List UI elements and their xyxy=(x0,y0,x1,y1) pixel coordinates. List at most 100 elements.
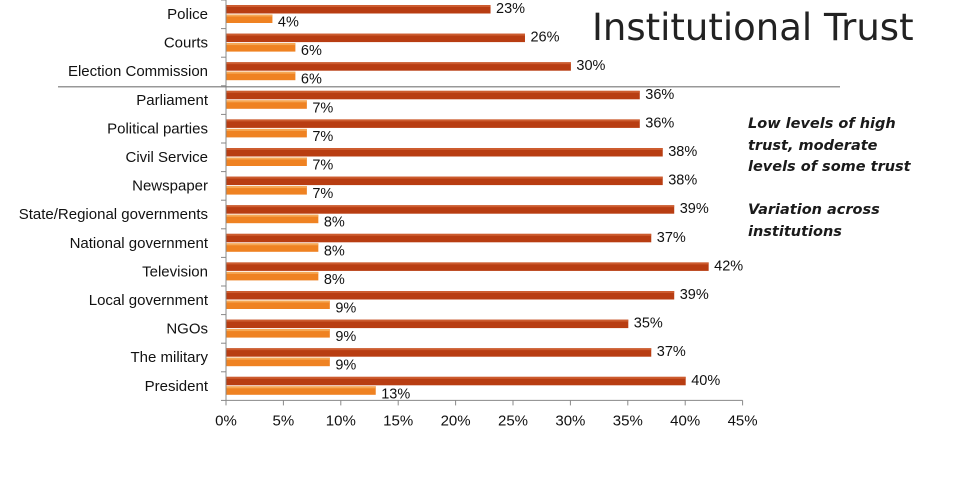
bar-highlight xyxy=(226,319,629,322)
bar-high-trust xyxy=(226,357,330,367)
category-label: State/Regional governments xyxy=(19,206,208,223)
x-tick-label: 40% xyxy=(670,412,700,429)
data-label: 38% xyxy=(668,144,697,160)
bar-highlight xyxy=(226,291,675,293)
bar-highlight xyxy=(226,243,319,246)
data-label: 9% xyxy=(335,358,356,374)
bar-highlight xyxy=(226,376,686,379)
data-label: 4% xyxy=(278,15,299,31)
bar-some-trust xyxy=(226,90,640,100)
data-label: 39% xyxy=(680,201,709,217)
bar-highlight xyxy=(226,119,640,122)
x-tick-label: 10% xyxy=(326,412,356,429)
bar-high-trust xyxy=(226,14,273,23)
data-label: 38% xyxy=(668,173,697,189)
bar-highlight xyxy=(226,5,491,7)
data-label: 40% xyxy=(691,373,720,389)
bar-highlight xyxy=(226,90,640,93)
bar-highlight xyxy=(226,148,663,150)
annotation-line: levels of some trust xyxy=(748,159,911,175)
data-label: 9% xyxy=(335,329,356,345)
annotation-line: institutions xyxy=(748,223,842,240)
bar-high-trust xyxy=(226,386,376,395)
data-label: 23% xyxy=(496,1,525,17)
bar-high-trust xyxy=(226,100,307,109)
bar-highlight xyxy=(226,33,525,36)
data-label: 39% xyxy=(680,287,709,303)
data-label: 6% xyxy=(301,43,322,59)
x-tick-label: 15% xyxy=(383,412,413,429)
category-label: National government xyxy=(70,235,209,252)
data-label: 7% xyxy=(312,158,333,174)
annotation-line: Variation across xyxy=(748,202,880,218)
bar-high-trust xyxy=(226,271,319,281)
data-label: 13% xyxy=(381,386,410,402)
bar-highlight xyxy=(226,205,675,208)
bar-high-trust xyxy=(226,43,296,52)
bar-some-trust xyxy=(226,62,571,71)
bar-highlight xyxy=(226,329,330,332)
category-label: NGOs xyxy=(166,321,208,338)
category-label: President xyxy=(145,378,209,395)
x-tick-label: 30% xyxy=(555,412,585,429)
data-label: 7% xyxy=(312,129,333,145)
x-tick-label: 5% xyxy=(273,412,295,429)
bar-some-trust xyxy=(226,319,629,329)
data-label: 7% xyxy=(312,186,333,202)
bar-some-trust xyxy=(226,33,525,43)
data-label: 7% xyxy=(312,100,333,116)
bar-some-trust xyxy=(226,348,652,357)
bar-highlight xyxy=(226,262,709,265)
category-label: Local government xyxy=(89,292,209,309)
bar-highlight xyxy=(226,348,652,351)
x-tick-label: 20% xyxy=(441,412,471,429)
category-label: The military xyxy=(130,349,208,366)
bar-high-trust xyxy=(226,329,330,338)
bar-highlight xyxy=(226,128,307,131)
bar-highlight xyxy=(226,100,307,103)
bar-highlight xyxy=(226,14,273,17)
annotation-line: trust, moderate xyxy=(748,137,878,154)
category-label: Civil Service xyxy=(125,149,208,166)
bar-some-trust xyxy=(226,376,686,386)
annotation-trust-levels: Low levels of high trust, moderate level… xyxy=(748,114,948,179)
data-label: 9% xyxy=(335,301,356,317)
bar-highlight xyxy=(226,71,296,74)
bar-some-trust xyxy=(226,148,663,157)
bar-high-trust xyxy=(226,71,296,81)
bar-some-trust xyxy=(226,262,709,271)
bar-highlight xyxy=(226,214,319,217)
bar-highlight xyxy=(226,186,307,189)
data-label: 35% xyxy=(634,316,663,332)
annotation-line: Low levels of high xyxy=(748,116,896,132)
bar-high-trust xyxy=(226,128,307,138)
category-label: Election Commission xyxy=(68,63,208,80)
annotation-variation: Variation across institutions xyxy=(748,200,948,243)
bar-some-trust xyxy=(226,205,675,214)
bar-highlight xyxy=(226,62,571,65)
data-label: 26% xyxy=(530,30,559,46)
category-label: Political parties xyxy=(107,120,208,137)
category-label: Police xyxy=(167,6,208,23)
x-tick-label: 25% xyxy=(498,412,528,429)
data-label: 36% xyxy=(645,87,674,103)
category-label: Courts xyxy=(164,35,208,52)
bar-highlight xyxy=(226,43,296,46)
data-label: 30% xyxy=(576,58,605,74)
data-label: 8% xyxy=(324,243,345,259)
bar-some-trust xyxy=(226,119,640,128)
bar-some-trust xyxy=(226,176,663,186)
bar-some-trust xyxy=(226,291,675,300)
data-label: 6% xyxy=(301,72,322,88)
x-tick-label: 35% xyxy=(613,412,643,429)
data-label: 8% xyxy=(324,215,345,231)
bar-highlight xyxy=(226,300,330,303)
data-label: 36% xyxy=(645,115,674,131)
bar-highlight xyxy=(226,386,376,389)
bar-high-trust xyxy=(226,214,319,224)
bar-highlight xyxy=(226,357,330,360)
data-label: 37% xyxy=(657,230,686,246)
data-label: 42% xyxy=(714,258,743,274)
category-label: Parliament xyxy=(136,92,209,109)
